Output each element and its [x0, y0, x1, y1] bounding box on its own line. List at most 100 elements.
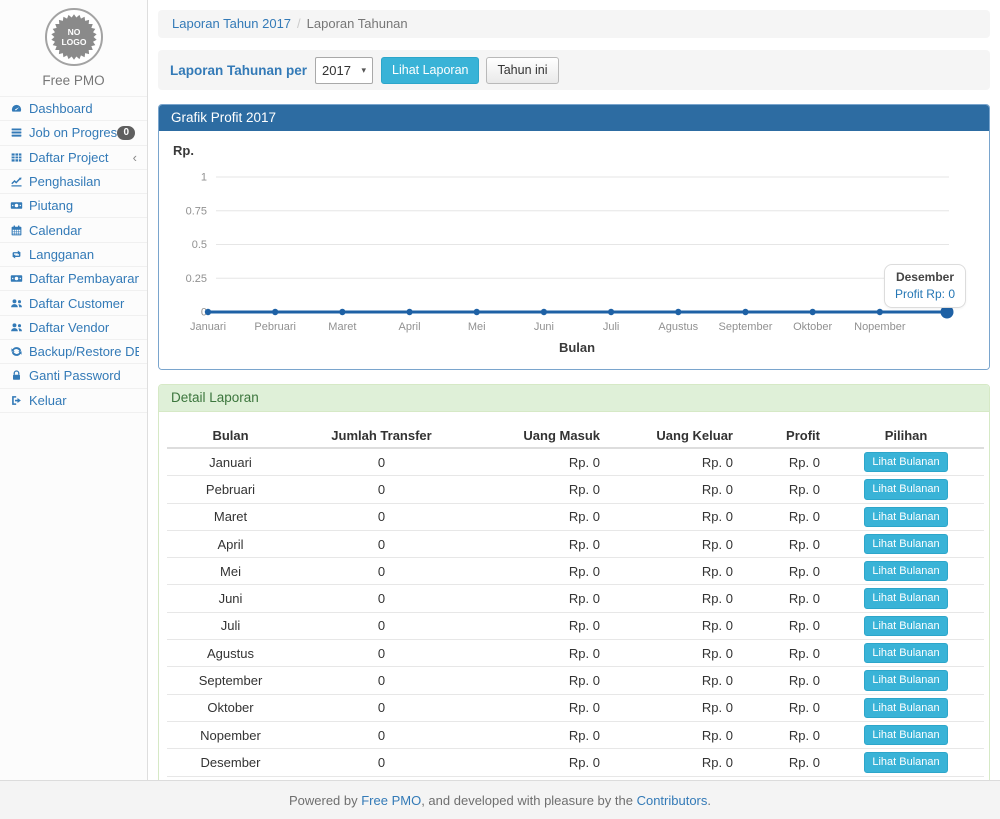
table-row: Januari 0 Rp. 0 Rp. 0 Rp. 0 Lihat Bulanan: [167, 448, 984, 477]
cell-profit: Rp. 0: [741, 584, 828, 613]
no-logo-badge: NO LOGO: [44, 8, 103, 66]
lock-icon: [9, 369, 23, 383]
cell-uang-keluar: Rp. 0: [608, 721, 741, 750]
refresh-icon: [9, 345, 23, 359]
chart-tooltip: Desember Profit Rp: 0: [883, 264, 966, 308]
cell-uang-keluar: Rp. 0: [608, 612, 741, 641]
year-select[interactable]: 2017 ▾: [315, 56, 374, 84]
lihat-bulanan-button[interactable]: Lihat Bulanan: [864, 479, 948, 500]
sidebar-item-penghasilan[interactable]: Penghasilan: [0, 170, 147, 193]
svg-text:0.5: 0.5: [192, 239, 207, 251]
sidebar-item-calendar[interactable]: Calendar: [0, 218, 147, 241]
sidebar-item-label: Piutang: [29, 198, 74, 214]
column-header-profit: Profit: [741, 424, 828, 449]
cell-bulan: Agustus: [167, 639, 294, 668]
sidebar-item-daftar-customer[interactable]: Daftar Customer: [0, 291, 147, 314]
cell-profit: Rp. 0: [741, 639, 828, 668]
column-header-bulan: Bulan: [167, 424, 294, 449]
svg-text:Agustus: Agustus: [658, 321, 698, 333]
sidebar-item-label: Langganan: [29, 246, 95, 262]
cell-bulan: Desember: [167, 748, 294, 777]
lihat-bulanan-button[interactable]: Lihat Bulanan: [864, 452, 948, 473]
sidebar-item-langganan[interactable]: Langganan: [0, 243, 147, 266]
cell-jumlah-transfer: 0: [294, 503, 469, 531]
calendar-icon: [9, 223, 23, 237]
svg-text:Juli: Juli: [603, 321, 620, 333]
table-row: Oktober 0 Rp. 0 Rp. 0 Rp. 0 Lihat Bulanan: [167, 694, 984, 722]
table-row: Nopember 0 Rp. 0 Rp. 0 Rp. 0 Lihat Bulanan: [167, 721, 984, 750]
lihat-bulanan-button[interactable]: Lihat Bulanan: [864, 752, 948, 773]
cell-uang-masuk: Rp. 0: [469, 557, 608, 586]
lihat-bulanan-button[interactable]: Lihat Bulanan: [864, 588, 948, 609]
sidebar: NO LOGO Free PMO Dashboard Job on Progres…: [0, 0, 148, 780]
profit-chart[interactable]: Rp. 1 0.75 0.5 0.25 0 Januari Pebruari Maret Apri…: [159, 131, 989, 369]
sidebar-item-piutang[interactable]: Piutang: [0, 194, 147, 217]
sidebar-item-label: Backup/Restore DB: [29, 344, 139, 360]
cell-jumlah-transfer: 0: [294, 448, 469, 477]
svg-text:Maret: Maret: [328, 321, 356, 333]
cell-uang-masuk: Rp. 0: [469, 530, 608, 559]
detail-panel: Detail Laporan Bulan Jumlah Transfer Uang …: [158, 384, 990, 813]
lihat-bulanan-button[interactable]: Lihat Bulanan: [864, 615, 948, 637]
users-icon: [9, 296, 23, 310]
footer-link-freepmo[interactable]: Free PMO: [361, 792, 422, 808]
cell-jumlah-transfer: 0: [294, 612, 469, 641]
sidebar-item-label: Ganti Password: [29, 368, 121, 384]
cell-profit: Rp. 0: [741, 448, 828, 477]
sidebar-item-label: Daftar Project: [29, 149, 109, 165]
view-report-button[interactable]: Lihat Laporan: [381, 56, 480, 84]
lihat-bulanan-button[interactable]: Lihat Bulanan: [864, 697, 948, 718]
svg-text:April: April: [399, 321, 421, 333]
sidebar-item-keluar[interactable]: Keluar: [0, 389, 147, 412]
sidebar-item-daftar-vendor[interactable]: Daftar Vendor: [0, 316, 147, 339]
cell-jumlah-transfer: 0: [294, 748, 469, 777]
cell-bulan: Pebruari: [167, 475, 294, 504]
svg-text:0.75: 0.75: [186, 205, 207, 217]
svg-text:Mei: Mei: [468, 321, 486, 333]
table-row: Desember 0 Rp. 0 Rp. 0 Rp. 0 Lihat Bulanan: [167, 748, 984, 777]
retweet-icon: [9, 247, 23, 261]
cell-uang-keluar: Rp. 0: [608, 584, 741, 613]
sidebar-item-daftar-pembayaran[interactable]: Daftar Pembayaran: [0, 267, 147, 290]
lihat-bulanan-button[interactable]: Lihat Bulanan: [864, 670, 948, 691]
cell-bulan: April: [167, 530, 294, 559]
cell-jumlah-transfer: 0: [294, 557, 469, 586]
cell-pilihan: Lihat Bulanan: [828, 612, 984, 641]
profit-chart-panel: Grafik Profit 2017 Rp. 1 0.75 0.5 0.25 0 Janua…: [158, 104, 990, 370]
sidebar-item-label: Keluar: [29, 392, 67, 408]
sidebar-item-label: Daftar Pembayaran: [29, 271, 139, 287]
cell-uang-masuk: Rp. 0: [469, 584, 608, 613]
table-header-row: Bulan Jumlah Transfer Uang Masuk Uang Kelua…: [167, 424, 984, 449]
cell-bulan: Juni: [167, 584, 294, 613]
column-header-uang-keluar: Uang Keluar: [608, 424, 741, 449]
sidebar-item-ganti-password[interactable]: Ganti Password: [0, 364, 147, 387]
lihat-bulanan-button[interactable]: Lihat Bulanan: [864, 506, 948, 527]
lihat-bulanan-button[interactable]: Lihat Bulanan: [864, 533, 948, 555]
breadcrumb-link[interactable]: Laporan Tahun 2017: [172, 16, 292, 31]
footer-link-contributors[interactable]: Contributors: [636, 792, 708, 808]
cell-pilihan: Lihat Bulanan: [828, 475, 984, 504]
sidebar-item-dashboard[interactable]: Dashboard: [0, 97, 147, 120]
chart-panel-title: Grafik Profit 2017: [159, 105, 989, 131]
cell-profit: Rp. 0: [741, 557, 828, 586]
year-select-value: 2017: [322, 62, 351, 78]
cell-uang-keluar: Rp. 0: [608, 666, 741, 695]
lihat-bulanan-button[interactable]: Lihat Bulanan: [864, 724, 948, 746]
cell-jumlah-transfer: 0: [294, 584, 469, 613]
cell-uang-masuk: Rp. 0: [469, 721, 608, 750]
svg-text:Pebruari: Pebruari: [254, 321, 296, 333]
sidebar-item-daftar-project[interactable]: Daftar Project ‹: [0, 146, 147, 169]
starburst-logo-icon: NO LOGO: [50, 14, 97, 60]
detail-panel-body: Bulan Jumlah Transfer Uang Masuk Uang Kelua…: [159, 412, 989, 812]
money-bill-icon: [9, 272, 23, 286]
svg-text:0.25: 0.25: [186, 273, 207, 285]
column-header-uang-masuk: Uang Masuk: [469, 424, 608, 449]
sidebar-item-job-on-progress[interactable]: Job on Progress 0: [0, 121, 147, 144]
lihat-bulanan-button[interactable]: Lihat Bulanan: [864, 643, 948, 664]
current-year-button[interactable]: Tahun ini: [486, 56, 559, 84]
lihat-bulanan-button[interactable]: Lihat Bulanan: [864, 561, 948, 582]
brand-logo[interactable]: NO LOGO Free PMO: [0, 0, 147, 88]
sidebar-item-backup-restore-db[interactable]: Backup/Restore DB: [0, 340, 147, 363]
cell-profit: Rp. 0: [741, 666, 828, 695]
logo-text-line2: LOGO: [61, 37, 86, 47]
